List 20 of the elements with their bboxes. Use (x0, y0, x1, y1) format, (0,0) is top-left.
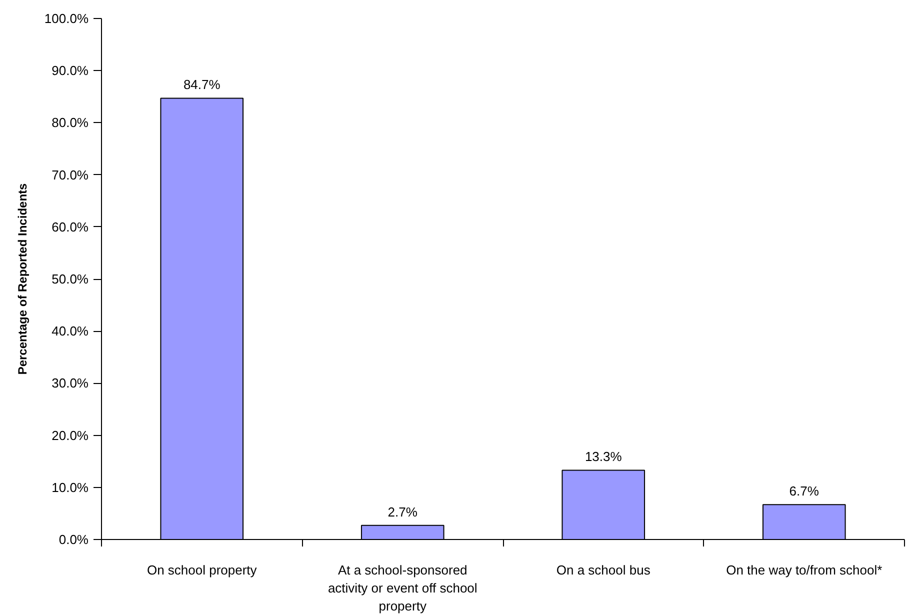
x-tick-label: On a school bus (556, 562, 651, 578)
data-label: 84.7% (183, 77, 221, 92)
data-label: 6.7% (789, 484, 820, 499)
y-tick-label: 60.0% (52, 219, 89, 234)
x-tick-label: At a school-sponsored activity or event off school property (328, 562, 478, 614)
y-tick-label: 50.0% (52, 272, 89, 286)
y-tick-label: 20.0% (52, 428, 89, 443)
y-tick-label: 0.0% (58, 532, 89, 547)
y-tick-label: 30.0% (52, 376, 89, 391)
x-tick-label: On school property (146, 562, 258, 578)
y-axis-title: Percentage of Reported Incidents (15, 182, 30, 375)
y-tick-label: 100.0% (44, 11, 89, 26)
x-tick-label: On the way to/from school* (726, 562, 882, 578)
y-tick-label: 90.0% (52, 63, 89, 78)
y-tick-label: 40.0% (52, 324, 89, 339)
y-tick-label: 80.0% (52, 115, 89, 130)
y-tick-label: 70.0% (52, 167, 89, 182)
y-tick-label: 10.0% (52, 480, 89, 495)
data-label: 2.7% (388, 504, 418, 520)
data-label: 13.3% (584, 449, 622, 464)
